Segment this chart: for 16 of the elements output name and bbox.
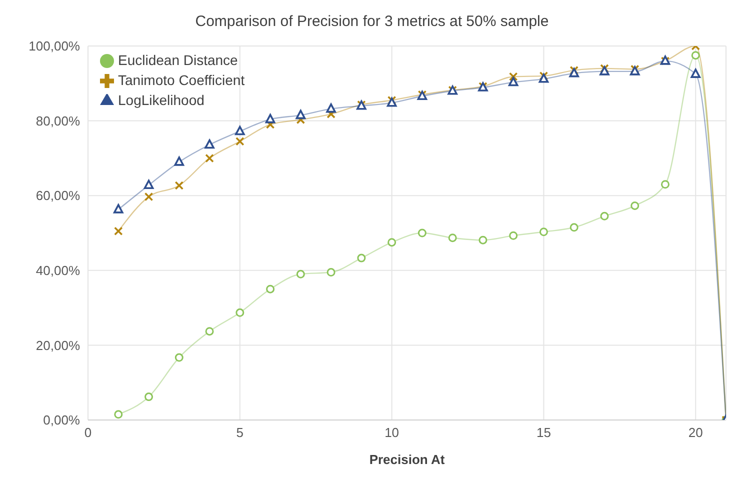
- x-tick-label: 20: [688, 425, 703, 440]
- y-tick-label: 80,00%: [36, 113, 80, 128]
- x-tick-label: 5: [236, 425, 244, 440]
- legend-label: LogLikelihood: [118, 92, 204, 108]
- y-tick-label: 40,00%: [36, 263, 80, 278]
- x-tick-label: 0: [84, 425, 92, 440]
- y-tick-label: 100,00%: [28, 38, 80, 54]
- legend-label: Euclidean Distance: [118, 52, 238, 68]
- x-tick-label: 15: [536, 425, 551, 440]
- y-tick-label: 0,00%: [43, 412, 80, 428]
- chart-title: Comparison of Precision for 3 metrics at 50% sample: [194, 12, 550, 32]
- y-tick-label: 20,00%: [36, 338, 80, 353]
- legend-label: Tanimoto Coefficient: [118, 72, 245, 88]
- x-axis-title: Precision At: [369, 452, 446, 467]
- x-tick-label: 10: [384, 425, 400, 440]
- y-tick-label: 60,00%: [36, 188, 80, 204]
